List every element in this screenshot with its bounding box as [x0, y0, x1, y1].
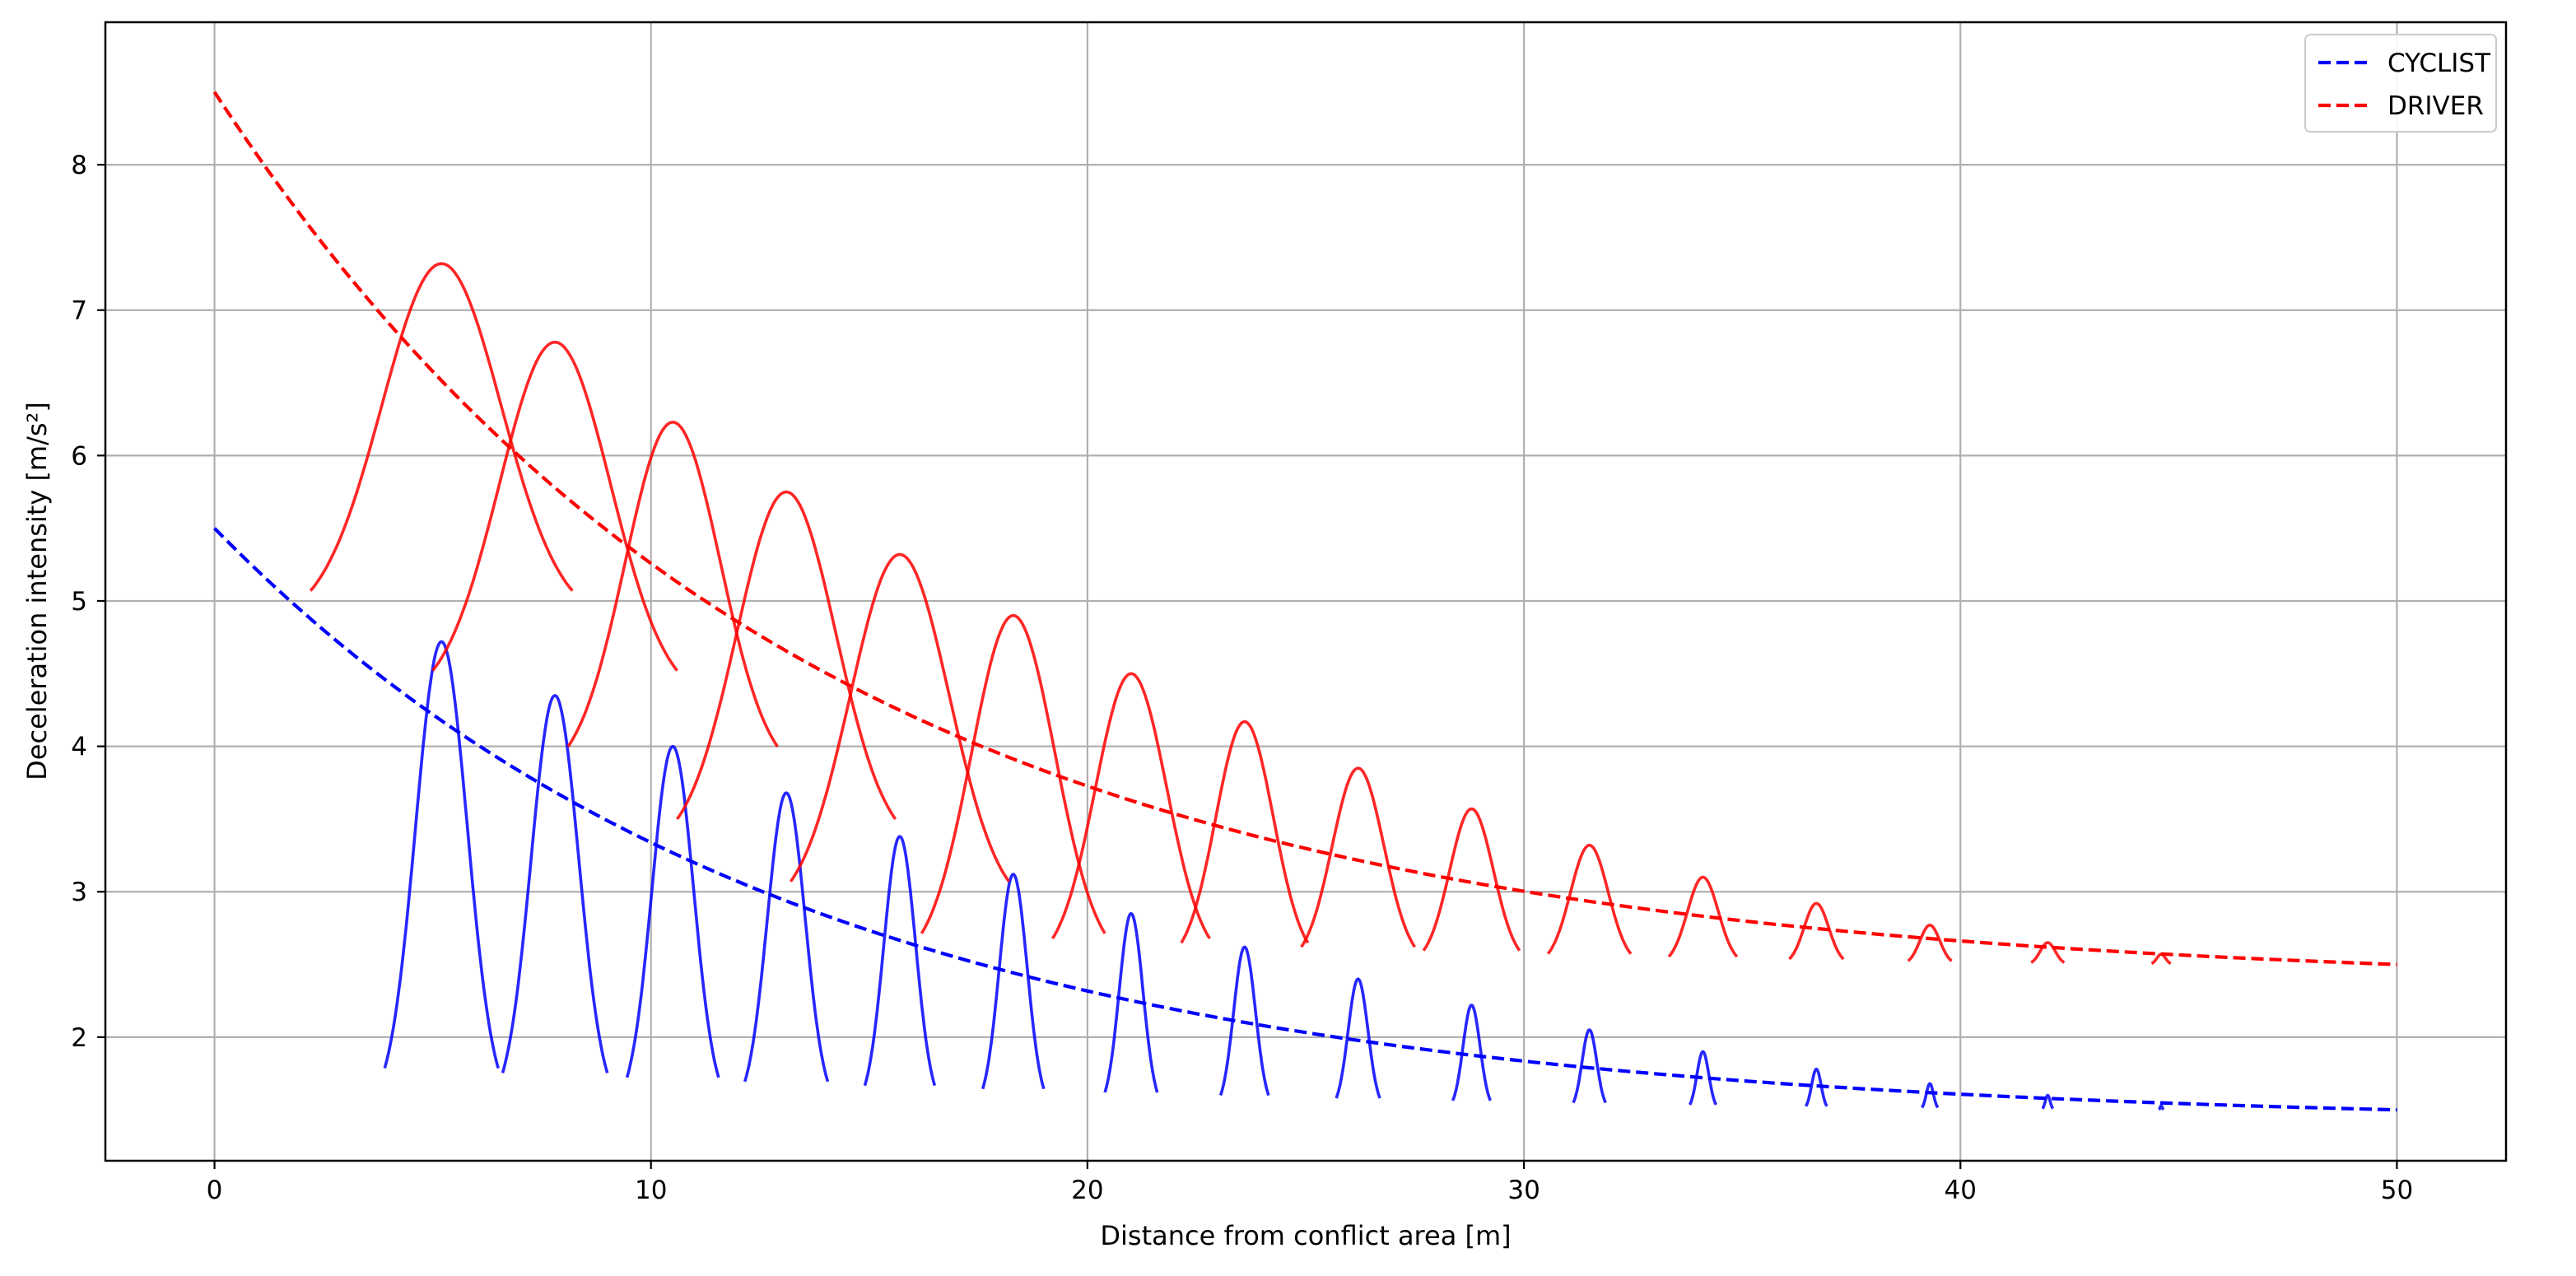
driver-bump-8 — [1180, 719, 1310, 944]
cyclist-bump-1 — [383, 640, 500, 1069]
driver-bump-7 — [1050, 672, 1211, 940]
driver-bump-1 — [309, 262, 574, 592]
driver-bump-2 — [431, 340, 678, 672]
plot-frame — [104, 21, 2508, 1162]
driver-bump-14 — [1907, 924, 1953, 962]
cyclist-bump-4 — [743, 791, 830, 1083]
cyclist-bump-16 — [2157, 1104, 2165, 1111]
cyclist-bump-14 — [1921, 1082, 1940, 1109]
cyclist-bump-11 — [1572, 1028, 1607, 1104]
cyclist-bump-10 — [1451, 1004, 1492, 1101]
driver-bump-11 — [1546, 843, 1633, 955]
cyclist-bump-5 — [863, 835, 937, 1087]
y-tick-label: 2 — [71, 1023, 87, 1053]
cyclist-bump-2 — [501, 693, 609, 1073]
x-tick-label: 10 — [635, 1176, 667, 1205]
plot-lines — [212, 91, 2397, 1112]
driver-bump-4 — [676, 490, 897, 821]
y-tick-label: 8 — [71, 151, 87, 180]
driver-bump-3 — [566, 420, 780, 747]
cyclist-bump-3 — [625, 744, 720, 1078]
y-tick-label: 3 — [71, 878, 87, 907]
y-tick-label: 7 — [71, 296, 87, 326]
cyclist-bump-6 — [981, 873, 1046, 1090]
y-axis-label: Deceleration intensity [m/s²] — [21, 402, 53, 780]
cyclist-bump-12 — [1688, 1050, 1718, 1106]
driver-bump-13 — [1788, 901, 1845, 961]
driver-bump-12 — [1667, 875, 1739, 958]
cyclist-bump-7 — [1103, 911, 1159, 1093]
legend-label: DRIVER — [2387, 91, 2484, 121]
y-tick-label: 6 — [71, 441, 87, 471]
driver-bump-6 — [920, 613, 1106, 934]
driver-bump-5 — [789, 552, 1010, 882]
legend: CYCLIST DRIVER — [2304, 34, 2497, 133]
cyclist-bump-13 — [1804, 1067, 1828, 1107]
x-axis-label: Distance from conflict area [m] — [1100, 1220, 1511, 1251]
x-tick-label: 40 — [1945, 1176, 1977, 1205]
legend-box — [2304, 34, 2497, 133]
cyclist-bump-15 — [2041, 1093, 2055, 1111]
driver-bump-9 — [1300, 766, 1417, 948]
cyclist-bump-9 — [1335, 977, 1381, 1099]
driver-bump-15 — [2029, 941, 2066, 964]
y-tick-label: 4 — [71, 733, 87, 762]
legend-label: CYCLIST — [2387, 49, 2491, 78]
axis-ticks: 0 10 20 30 40 50 2 3 4 5 6 7 8 — [71, 151, 2413, 1205]
x-tick-label: 30 — [1507, 1176, 1540, 1205]
driver-envelope-line — [212, 91, 2397, 966]
y-tick-label: 5 — [71, 587, 87, 617]
x-tick-label: 0 — [207, 1176, 223, 1205]
x-tick-label: 50 — [2381, 1176, 2413, 1205]
driver-bump-10 — [1422, 807, 1521, 952]
cyclist-envelope-line — [213, 527, 2397, 1112]
cyclist-bump-8 — [1218, 945, 1270, 1097]
x-tick-label: 20 — [1071, 1176, 1103, 1205]
